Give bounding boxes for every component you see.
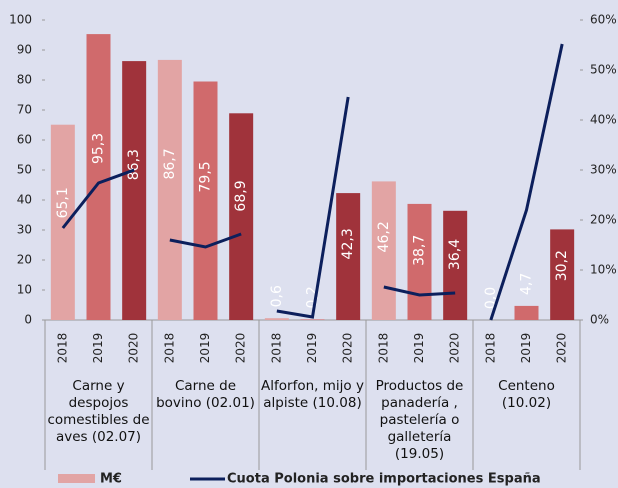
y2-tick-label: 60% (590, 13, 617, 27)
bar (122, 61, 147, 320)
y-tick-label: 40 (17, 193, 32, 207)
y-tick-label: 10 (17, 283, 32, 297)
line (383, 285, 456, 297)
bar (157, 59, 182, 321)
group-label: Alforfon, mijo y alpiste (10.08) (261, 378, 364, 411)
legend-label: M€ (100, 472, 122, 487)
y-tick-label: 80 (17, 73, 32, 87)
y-tick-label: 20 (17, 253, 32, 267)
x-tick-label: 2020 (341, 333, 355, 364)
x-tick-label: 2020 (127, 333, 141, 364)
line (276, 96, 350, 319)
bar (550, 229, 575, 320)
data-label: 46,2 (376, 221, 392, 252)
data-label: 86,7 (162, 148, 178, 179)
x-tick-label: 2019 (519, 333, 533, 364)
line (61, 168, 135, 229)
y-tick-label: 70 (17, 103, 32, 117)
y-tick-label: 60 (17, 133, 32, 147)
data-label: 30,2 (554, 250, 570, 281)
data-label: 65,1 (55, 187, 71, 218)
x-tick-label: 2018 (162, 333, 176, 364)
x-tick-label: 2019 (412, 333, 426, 364)
y2-tick-label: 0% (590, 313, 609, 327)
y-tick-label: 100 (9, 13, 32, 27)
line (489, 43, 564, 321)
x-tick-label: 2019 (91, 333, 105, 364)
bar (50, 124, 75, 320)
bar (86, 34, 111, 320)
data-label: 0,6 (269, 285, 285, 307)
data-label: 4,7 (519, 273, 535, 295)
y2-tick-label: 40% (590, 113, 617, 127)
x-tick-label: 2020 (448, 333, 462, 364)
group-label: Carne de bovino (02.01) (156, 378, 255, 411)
bar (371, 181, 396, 320)
group-label: Carne y despojos comestibles de aves (02… (47, 378, 150, 445)
x-tick-label: 2018 (55, 333, 69, 364)
x-tick-label: 2020 (555, 333, 569, 364)
bar (514, 305, 539, 320)
x-tick-label: 2018 (483, 333, 497, 364)
y-tick-label: 0 (24, 313, 32, 327)
data-label: 36,4 (447, 239, 463, 270)
bar (443, 210, 468, 320)
y2-tick-label: 30% (590, 163, 617, 177)
y2-tick-label: 20% (590, 213, 617, 227)
y-tick-label: 30 (17, 223, 32, 237)
line (169, 232, 242, 249)
bar (264, 318, 289, 320)
bar (336, 193, 361, 320)
bar (229, 113, 254, 320)
data-label: 79,5 (198, 161, 214, 192)
data-label: 86,3 (126, 149, 142, 180)
data-label: 68,9 (233, 180, 249, 211)
data-label: 42,3 (340, 228, 356, 259)
legend-swatch (58, 474, 95, 483)
x-tick-label: 2019 (198, 333, 212, 364)
y-tick-label: 50 (17, 163, 32, 177)
y-tick-label: 90 (17, 43, 32, 57)
bar (300, 319, 325, 320)
y2-tick-label: 10% (590, 263, 617, 277)
group-label: Centeno (10.02) (498, 378, 555, 411)
x-tick-label: 2018 (376, 333, 390, 364)
data-label: 38,7 (412, 235, 428, 266)
bar (193, 81, 218, 320)
bar (407, 203, 432, 320)
x-tick-label: 2020 (234, 333, 248, 364)
x-tick-label: 2018 (269, 333, 283, 364)
y2-tick-label: 50% (590, 63, 617, 77)
x-tick-label: 2019 (305, 333, 319, 364)
data-label: 95,3 (91, 133, 107, 164)
legend-label: Cuota Polonia sobre importaciones España (227, 472, 541, 487)
group-label: Productos de panadería , pastelería o ga… (375, 378, 464, 462)
